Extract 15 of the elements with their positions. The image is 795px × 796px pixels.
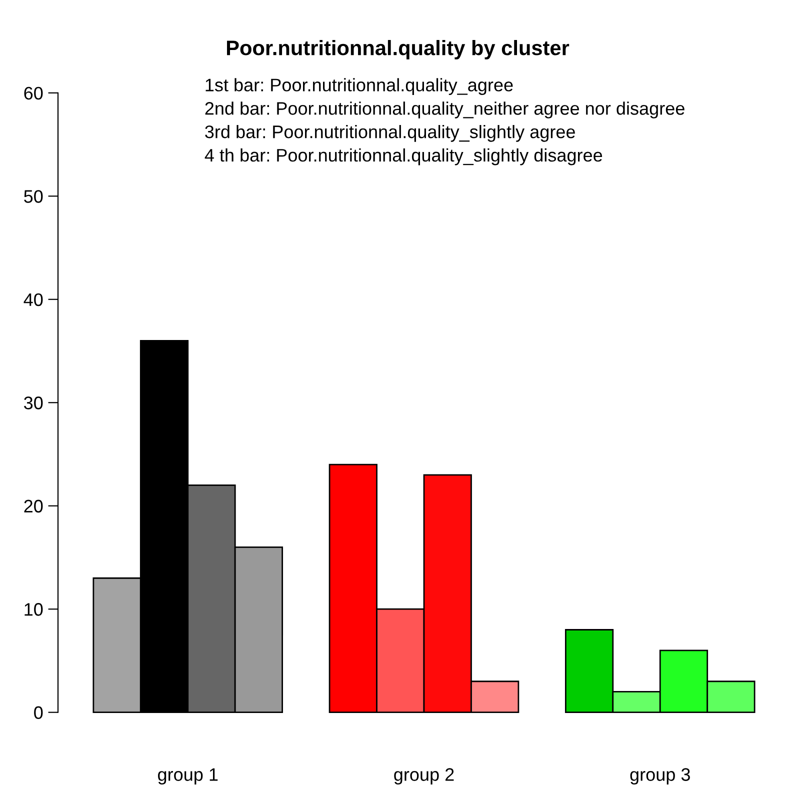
annotation: 4 th bar: Poor.nutritionnal.quality_slightly disagree (204, 148, 602, 166)
x-tick-label: group 1 (158, 768, 218, 785)
y-tick-label: 50 (24, 190, 43, 203)
y-tick-label: 30 (24, 396, 43, 410)
annotation: 2nd bar: Poor.nutritionnal.quality_neither agree nor disagree (205, 102, 684, 118)
y-tick-label: 0 (34, 706, 43, 720)
y-tick-label: 20 (24, 500, 43, 513)
annotation: 1st bar: Poor.nutritionnal.quality_agree (206, 78, 513, 95)
y-tick-label: 40 (24, 293, 43, 306)
x-tick-label: group 3 (630, 768, 690, 785)
y-tick-label: 60 (24, 86, 43, 100)
chart-title: Poor.nutritionnal.quality by cluster (227, 40, 570, 60)
x-tick-label: group 2 (394, 768, 454, 785)
annotation: 3rd bar: Poor.nutritionnal.quality_slightly agree (205, 124, 575, 142)
y-tick-label: 10 (24, 603, 43, 616)
